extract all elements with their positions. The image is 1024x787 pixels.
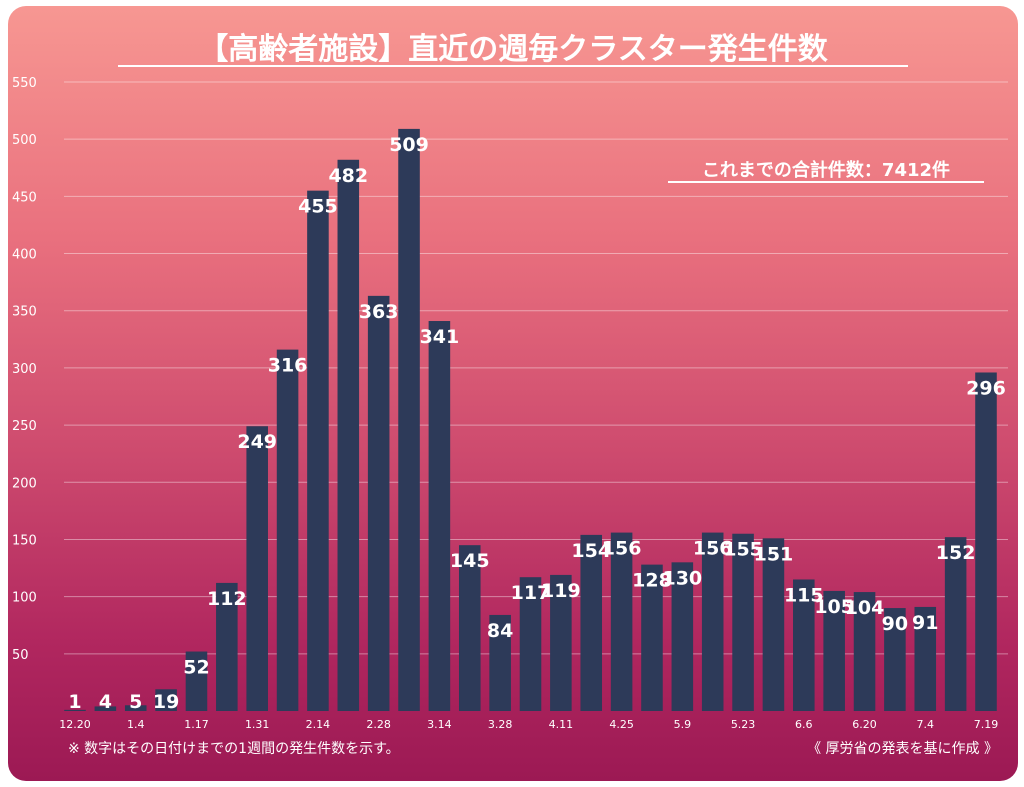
bar: [519, 577, 542, 711]
x-tick-label: 4.25: [609, 718, 634, 731]
bar-value-label: 128: [632, 570, 672, 592]
y-tick-label: 300: [12, 362, 37, 377]
x-tick-label: 2.28: [366, 718, 391, 731]
bar: [307, 190, 329, 712]
x-tick-label: 5.9: [674, 718, 692, 731]
bar: [762, 538, 785, 711]
bar-value-label: 112: [207, 588, 247, 610]
y-tick-label: 100: [12, 591, 37, 606]
y-tick-label: 400: [12, 248, 37, 263]
bar-value-label: 152: [936, 542, 976, 564]
y-tick-label: 150: [12, 533, 37, 548]
bar: [641, 564, 663, 711]
bar-value-label: 130: [662, 567, 702, 589]
x-tick-label: 3.14: [427, 718, 452, 731]
y-tick-label: 250: [12, 419, 37, 434]
bar-value-label: 90: [882, 613, 908, 635]
bar-value-label: 117: [511, 582, 551, 604]
bar-value-label: 316: [268, 355, 308, 377]
bar: [701, 532, 724, 711]
bar-value-label: 156: [693, 538, 733, 560]
y-axis-ticks: 50 100 150 200 250 300 350 400 450 500 550: [12, 76, 37, 663]
bar: [671, 562, 694, 711]
x-tick-label: 12.20: [59, 718, 91, 731]
bar: [458, 545, 481, 711]
y-tick-label: 500: [12, 133, 37, 148]
y-tick-label: 50: [12, 648, 29, 663]
bar: [489, 614, 511, 711]
bar: [64, 709, 86, 711]
bar-value-label: 84: [487, 620, 513, 642]
x-tick-label: 3.28: [488, 718, 513, 731]
x-tick-label: 7.4: [917, 718, 935, 731]
bar: [975, 372, 997, 711]
bar-value-label: 455: [298, 196, 338, 218]
bar-value-label: 19: [153, 691, 179, 713]
bar-value-labels: 1 4 5 1952112249316455482363509341145841171…: [68, 134, 1005, 713]
x-tick-label: 6.20: [852, 718, 877, 731]
x-tick-label: 6.6: [795, 718, 813, 731]
bar-value-label: 156: [602, 538, 642, 560]
bar: [155, 689, 177, 711]
bar-value-label: 115: [784, 584, 824, 606]
bar: [216, 582, 238, 711]
bar-value-label: 296: [966, 377, 1006, 399]
bar: [550, 574, 572, 711]
bars: [64, 128, 997, 712]
chart-title: 【高齢者施設】直近の週毎クラスター発生件数: [198, 32, 828, 67]
x-axis-ticks: 12.20 1.4 1.17 1.31 2.14 2.28 3.14 3.28 4.11 4.25…: [59, 718, 998, 731]
x-tick-label: 7.19: [974, 718, 999, 731]
bar-value-label: 145: [450, 550, 490, 572]
x-tick-label: 5.23: [731, 718, 756, 731]
bar-value-label: 341: [420, 326, 460, 348]
chart-card: 【高齢者施設】直近の週毎クラスター発生件数 50 100 150 200 250 300 3…: [8, 6, 1018, 781]
bar: [732, 533, 754, 711]
bar: [610, 532, 633, 711]
bar: [914, 606, 937, 711]
bar-value-label: 91: [912, 612, 938, 634]
bar-value-label: 509: [389, 134, 429, 156]
bar-value-label: 1: [68, 691, 81, 713]
bar-value-label: 249: [237, 431, 277, 453]
bar: [944, 537, 967, 711]
bar: [124, 705, 147, 711]
bar: [428, 321, 451, 711]
bar-value-label: 105: [814, 596, 854, 618]
bar-value-label: 482: [328, 165, 368, 187]
y-tick-label: 550: [12, 76, 37, 91]
bar: [276, 349, 299, 711]
y-tick-label: 350: [12, 305, 37, 320]
total-count-note: これまでの合計件数：7412件: [702, 159, 950, 181]
bar-value-label: 5: [129, 691, 142, 713]
x-tick-label: 1.31: [245, 718, 270, 731]
footnote-left: ※ 数字はその日付けまでの1週間の発生件数を示す。: [68, 741, 400, 757]
bar: [884, 608, 906, 711]
y-tick-label: 200: [12, 476, 37, 491]
bar: [853, 592, 876, 711]
bar-value-label: 52: [183, 657, 209, 679]
bar: [398, 128, 420, 711]
bar: [367, 295, 390, 711]
bar: [246, 426, 268, 711]
bar: [823, 590, 845, 711]
bar-value-label: 363: [359, 301, 399, 323]
footnote-right: 《 厚労省の発表を基に作成 》: [807, 740, 998, 757]
bar-chart: 【高齢者施設】直近の週毎クラスター発生件数 50 100 150 200 250 300 3…: [12, 32, 1008, 757]
bar-value-label: 154: [571, 540, 611, 562]
y-tick-label: 450: [12, 190, 37, 205]
bar: [337, 159, 360, 711]
bar: [185, 651, 208, 711]
bar-value-label: 4: [99, 691, 112, 713]
x-tick-label: 2.14: [306, 718, 331, 731]
bar: [793, 579, 815, 711]
bar: [94, 706, 117, 711]
x-tick-label: 1.4: [127, 718, 145, 731]
bar-value-label: 151: [754, 543, 794, 565]
x-tick-label: 4.11: [549, 718, 574, 731]
x-tick-label: 1.17: [184, 718, 209, 731]
bar-value-label: 155: [723, 539, 763, 561]
bar-value-label: 104: [845, 597, 885, 619]
bar-value-label: 119: [541, 580, 581, 602]
bar: [580, 534, 603, 711]
